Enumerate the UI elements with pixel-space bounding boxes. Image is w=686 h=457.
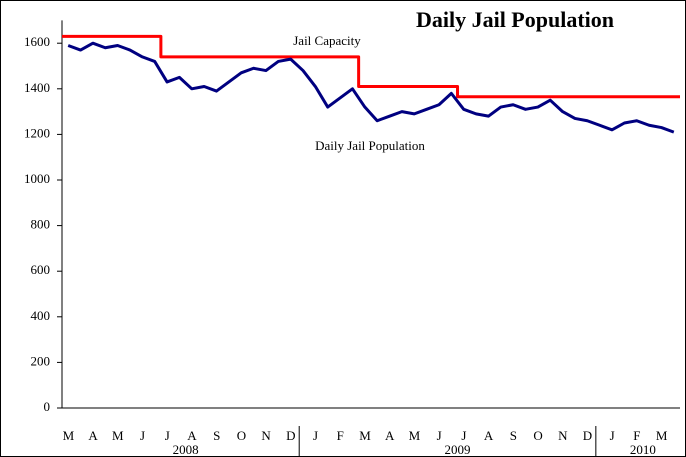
x-tick-label: O [237,428,246,443]
x-tick-label: A [385,428,395,443]
chart-title: Daily Jail Population [416,7,614,32]
y-tick-label: 400 [31,308,51,323]
y-tick-label: 200 [31,353,51,368]
x-tick-label: N [558,428,568,443]
y-tick-label: 1200 [24,125,50,140]
x-tick-label: S [510,428,517,443]
annotation: Daily Jail Population [315,138,425,153]
x-tick-label: J [437,428,442,443]
x-tick-label: M [656,428,668,443]
x-tick-label: S [213,428,220,443]
x-tick-label: J [165,428,170,443]
x-tick-label: A [187,428,197,443]
population-line [67,41,675,134]
annotation: Jail Capacity [293,33,361,48]
x-tick-label: A [88,428,98,443]
x-tick-label: M [409,428,421,443]
y-tick-label: 0 [44,399,51,414]
year-label: 2008 [173,442,199,457]
x-tick-label: D [583,428,592,443]
x-tick-label: J [313,428,318,443]
capacity-line [62,34,680,99]
y-tick-label: 1600 [24,34,50,49]
x-tick-label: N [261,428,271,443]
x-tick-label: J [461,428,466,443]
y-tick-label: 600 [31,262,51,277]
x-tick-label: M [112,428,124,443]
x-tick-label: D [286,428,295,443]
year-label: 2010 [630,442,656,457]
x-tick-label: M [63,428,75,443]
x-tick-label: J [140,428,145,443]
x-tick-label: A [484,428,494,443]
x-tick-label: F [337,428,344,443]
x-tick-label: F [633,428,640,443]
year-label: 2009 [445,442,471,457]
x-tick-label: J [610,428,615,443]
y-tick-label: 800 [31,217,51,232]
x-tick-label: O [533,428,542,443]
x-tick-label: M [359,428,371,443]
y-tick-label: 1400 [24,80,50,95]
y-tick-label: 1000 [24,171,50,186]
